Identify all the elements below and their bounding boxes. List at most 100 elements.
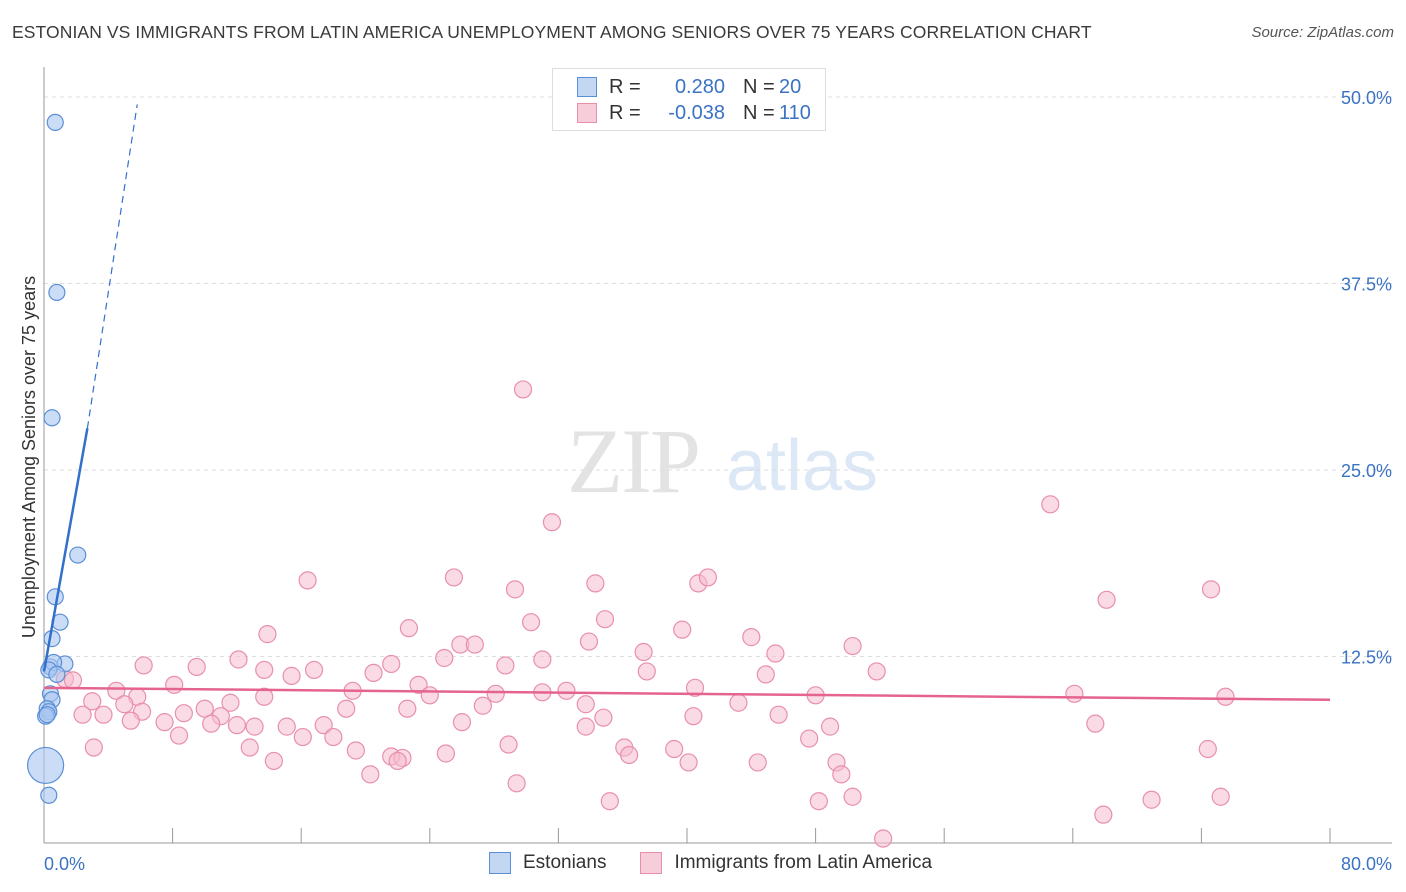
trendline-latin-america bbox=[43, 686, 1331, 702]
data-point-latin-america bbox=[1216, 687, 1235, 706]
data-point-latin-america bbox=[756, 665, 775, 684]
data-point-latin-america bbox=[679, 753, 698, 772]
data-point-latin-america bbox=[513, 380, 533, 399]
data-point-latin-america bbox=[665, 739, 684, 759]
data-point-latin-america bbox=[499, 735, 518, 754]
data-point-latin-america bbox=[843, 787, 862, 806]
data-point-latin-america bbox=[364, 663, 383, 683]
r-value: -0.038 bbox=[668, 101, 725, 124]
data-point-latin-america bbox=[586, 574, 605, 593]
r-label: R = bbox=[609, 101, 641, 124]
n-value: 20 bbox=[779, 75, 802, 98]
y-axis-title: Unemployment Among Seniors over 75 years bbox=[19, 276, 39, 638]
y-tick-label: 25.0% bbox=[1341, 461, 1392, 481]
data-point-latin-america bbox=[83, 692, 102, 711]
r-value: 0.280 bbox=[674, 75, 725, 98]
data-point-latin-america bbox=[684, 707, 703, 726]
data-point-latin-america bbox=[84, 738, 103, 757]
y-tick-label: 50.0% bbox=[1341, 88, 1392, 108]
r-label: R = bbox=[609, 75, 641, 98]
data-point-latin-america bbox=[324, 727, 343, 747]
data-point-latin-america bbox=[1094, 805, 1113, 824]
data-point-latin-america bbox=[766, 644, 785, 663]
data-point-latin-america bbox=[382, 654, 401, 674]
data-point-latin-america bbox=[229, 650, 248, 669]
data-point-latin-america bbox=[115, 695, 134, 714]
legend-swatch-blue bbox=[489, 852, 511, 874]
legend-swatch-pink bbox=[640, 852, 663, 874]
data-point-latin-america bbox=[452, 713, 472, 732]
chart-title: ESTONIAN VS IMMIGRANTS FROM LATIN AMERIC… bbox=[12, 22, 1092, 42]
data-point-estonians bbox=[38, 706, 56, 724]
x-tick-label: 0.0% bbox=[44, 854, 85, 874]
data-point-latin-america bbox=[245, 717, 264, 736]
data-point-latin-america bbox=[255, 660, 274, 680]
data-point-latin-america bbox=[169, 726, 189, 745]
data-point-latin-america bbox=[165, 675, 184, 694]
data-point-latin-america bbox=[444, 568, 464, 587]
legend-label: Estonians bbox=[523, 852, 607, 873]
source-label: Source: ZipAtlas.com bbox=[1251, 24, 1394, 41]
data-point-latin-america bbox=[221, 693, 240, 712]
data-point-estonians bbox=[40, 786, 58, 804]
data-point-latin-america bbox=[769, 705, 788, 724]
data-point-latin-america bbox=[73, 705, 92, 724]
data-point-latin-america bbox=[507, 774, 526, 793]
data-point-estonians bbox=[27, 746, 65, 785]
data-point-latin-america bbox=[187, 657, 206, 677]
data-point-latin-america bbox=[63, 671, 83, 690]
data-point-latin-america bbox=[486, 684, 505, 703]
data-point-latin-america bbox=[521, 613, 541, 632]
n-label: N = bbox=[743, 101, 775, 124]
data-point-latin-america bbox=[637, 662, 656, 681]
data-point-latin-america bbox=[820, 717, 840, 736]
data-point-latin-america bbox=[388, 751, 407, 771]
data-point-latin-america bbox=[134, 656, 153, 675]
data-point-latin-america bbox=[155, 713, 174, 732]
data-point-latin-america bbox=[258, 625, 277, 644]
data-point-latin-america bbox=[1041, 495, 1060, 514]
legend-row-latin-america: R = -0.038 N = 110 bbox=[577, 101, 811, 125]
data-point-latin-america bbox=[282, 666, 301, 685]
data-point-latin-america bbox=[304, 660, 324, 680]
data-point-latin-america bbox=[874, 829, 893, 848]
watermark: ZIP atlas bbox=[567, 410, 878, 512]
data-point-latin-america bbox=[576, 695, 595, 714]
y-tick-label: 12.5% bbox=[1341, 648, 1392, 668]
n-value: 110 bbox=[779, 101, 811, 124]
data-point-latin-america bbox=[240, 738, 259, 757]
data-point-latin-america bbox=[293, 727, 312, 747]
data-point-latin-america bbox=[94, 705, 113, 724]
data-point-latin-america bbox=[473, 696, 492, 715]
data-point-estonians bbox=[46, 113, 64, 131]
data-point-latin-america bbox=[557, 681, 576, 700]
trendline-estonians-extension bbox=[86, 104, 138, 429]
data-point-latin-america bbox=[832, 765, 851, 784]
data-point-latin-america bbox=[576, 717, 595, 736]
data-point-latin-america bbox=[107, 681, 126, 700]
data-point-latin-america bbox=[505, 580, 525, 599]
data-point-latin-america bbox=[398, 699, 417, 718]
data-point-latin-america bbox=[685, 678, 705, 697]
data-point-latin-america bbox=[435, 648, 454, 668]
data-point-latin-america bbox=[121, 711, 140, 730]
data-point-estonians bbox=[43, 409, 61, 427]
data-point-estonians bbox=[48, 665, 66, 684]
data-point-latin-america bbox=[1211, 787, 1230, 806]
trendline-estonians bbox=[42, 428, 89, 672]
legend-row-estonians: R = 0.280 N = 20 bbox=[577, 75, 801, 99]
data-point-latin-america bbox=[361, 765, 380, 784]
data-point-latin-america bbox=[1086, 714, 1105, 733]
data-point-estonians bbox=[69, 546, 87, 564]
correlation-legend: R = 0.280 N = 20 R = -0.038 N = 110 bbox=[552, 68, 826, 131]
data-point-latin-america bbox=[420, 686, 439, 705]
data-point-latin-america bbox=[1065, 684, 1084, 703]
data-point-latin-america bbox=[174, 704, 193, 723]
data-point-latin-america bbox=[742, 628, 761, 647]
data-point-latin-america bbox=[337, 699, 356, 718]
data-point-latin-america bbox=[600, 792, 619, 811]
data-point-latin-america bbox=[867, 662, 886, 681]
data-point-latin-america bbox=[409, 675, 428, 694]
legend-item-estonians: Estonians bbox=[489, 852, 606, 874]
data-point-latin-america bbox=[298, 571, 317, 590]
